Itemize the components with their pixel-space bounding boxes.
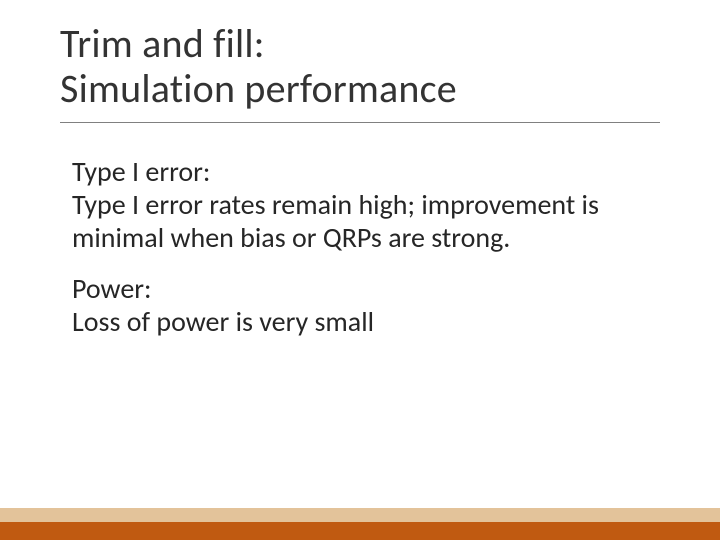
- body-text-1: Type I error rates remain high; improvem…: [72, 187, 599, 255]
- footer-bar: [0, 508, 720, 540]
- body-heading-2: Power:: [72, 271, 152, 306]
- slide-title: Trim and fill: Simulation performance: [60, 22, 660, 112]
- body-text-2: Loss of power is very small: [72, 304, 374, 339]
- slide: Trim and fill: Simulation performance Ty…: [0, 0, 720, 540]
- body-block: Type I error: Type I error rates remain …: [72, 155, 632, 338]
- title-line-2: Simulation performance: [60, 64, 457, 113]
- body-paragraph-2: Power: Loss of power is very small: [72, 272, 632, 338]
- body-paragraph-1: Type I error: Type I error rates remain …: [72, 155, 632, 254]
- title-line-1: Trim and fill:: [60, 19, 265, 68]
- body-heading-1: Type I error:: [72, 154, 210, 189]
- footer-stripe-top: [0, 508, 720, 522]
- title-underline: [60, 122, 660, 123]
- footer-stripe-bottom: [0, 522, 720, 540]
- title-block: Trim and fill: Simulation performance: [60, 22, 660, 123]
